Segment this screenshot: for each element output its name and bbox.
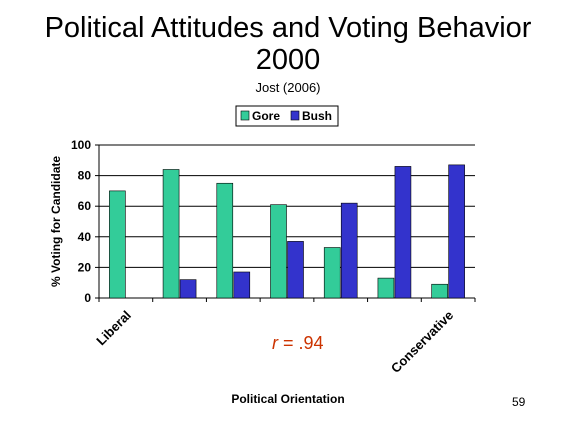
y-axis-label: % Voting for Candidate: [49, 156, 63, 287]
y-tick-label: 40: [78, 230, 92, 244]
bar-gore: [109, 190, 126, 299]
bar-bush: [340, 202, 358, 299]
bar-gore: [162, 169, 180, 299]
x-axis-label: Political Orientation: [231, 392, 344, 406]
y-tick-label: 0: [84, 291, 91, 305]
title-line-2: 2000: [255, 44, 321, 76]
legend-box: [235, 105, 339, 127]
slide-title: Political Attitudes and Voting Behavior …: [0, 12, 576, 76]
correlation-value: = .94: [278, 333, 324, 353]
legend-label-bush: Bush: [302, 109, 332, 123]
page-number: 59: [512, 395, 526, 409]
bar-bush: [287, 241, 304, 299]
bar-bush: [179, 279, 197, 299]
bar-bush: [448, 164, 465, 299]
bar-gore: [270, 204, 287, 299]
bar-gore: [377, 277, 395, 299]
bar-gore: [323, 247, 341, 299]
y-tick-label: 80: [78, 169, 92, 183]
legend-label-gore: Gore: [252, 109, 280, 123]
bar-gore: [216, 182, 234, 299]
title-line-1: Political Attitudes and Voting Behavior: [44, 12, 532, 44]
bar-bush: [233, 271, 251, 299]
x-category-label: Liberal: [93, 308, 134, 349]
x-category-label: Conservative: [388, 308, 456, 376]
legend-swatch-gore: [240, 110, 250, 121]
bar-gore: [431, 283, 448, 299]
slide-subtitle: Jost (2006): [255, 80, 321, 95]
bar-bush: [394, 166, 412, 299]
correlation-symbol: r: [272, 333, 278, 353]
correlation-annotation: r = .94: [272, 333, 324, 354]
y-tick-label: 20: [78, 260, 92, 274]
legend-swatch-bush: [290, 110, 300, 121]
y-tick-label: 60: [78, 199, 92, 213]
y-tick-label: 100: [71, 138, 91, 152]
